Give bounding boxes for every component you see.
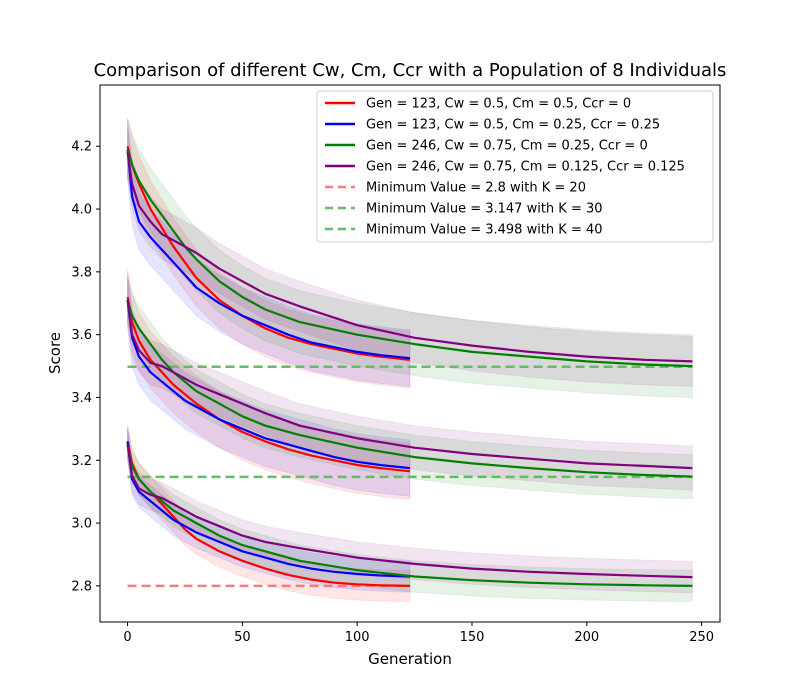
- series-line-gen-246-cw-0-75-cm-0-125-ccr-0-125-3: [126, 444, 693, 579]
- legend-label-2: Gen = 123, Cw = 0.5, Cm = 0.25, Ccr = 0.…: [366, 118, 660, 133]
- y-tick-label-3.2: 3.2: [71, 454, 92, 469]
- series-line-gen-246-cw-0-75-cm-0-125-ccr-0-125-1: [126, 152, 693, 363]
- plot-frame: [99, 84, 721, 623]
- y-tick-label-3.8: 3.8: [71, 265, 92, 280]
- confidence-band-gen-123-cw-0-5-cm-0-5-ccr-0-2: [127, 268, 411, 501]
- x-tick-label-100: 100: [345, 630, 370, 645]
- series-line-gen-246-cw-0-75-cm-0-25-ccr-0-3: [126, 444, 693, 587]
- y-axis-label: Score: [46, 332, 64, 374]
- plot-area: [99, 84, 721, 623]
- x-tick-label-250: 250: [689, 630, 714, 645]
- legend-box: [316, 90, 714, 243]
- y-tick-label-4.2: 4.2: [71, 140, 92, 155]
- y-tick-label-3.6: 3.6: [71, 328, 92, 343]
- legend: Gen = 123, Cw = 0.5, Cm = 0.5, Ccr = 0 Ge…: [316, 90, 714, 243]
- legend-label-4: Gen = 246, Cw = 0.75, Cm = 0.125, Ccr = …: [366, 160, 685, 175]
- x-tick-label-200: 200: [574, 630, 599, 645]
- legend-label-7: Minimum Value = 3.498 with K = 40: [366, 223, 603, 238]
- x-tick-label-0: 0: [123, 630, 131, 645]
- series-line-gen-123-cw-0-5-cm-0-25-ccr-0-25-3: [126, 441, 411, 578]
- series-line-gen-246-cw-0-75-cm-0-25-ccr-0-1: [126, 149, 693, 368]
- series-line-gen-123-cw-0-5-cm-0-5-ccr-0-1: [126, 145, 411, 361]
- legend-label-1: Gen = 123, Cw = 0.5, Cm = 0.5, Ccr = 0: [366, 97, 631, 112]
- x-tick-label-150: 150: [460, 630, 485, 645]
- series-line-gen-123-cw-0-5-cm-0-25-ccr-0-25-1: [126, 149, 411, 360]
- y-tick-label-2.8: 2.8: [71, 579, 92, 594]
- x-tick-label-50: 50: [234, 630, 251, 645]
- confidence-band-gen-123-cw-0-5-cm-0-5-ccr-0-1: [127, 117, 411, 389]
- y-tick-label-3.4: 3.4: [71, 391, 92, 406]
- x-axis-label: Generation: [368, 650, 452, 668]
- series-line-gen-123-cw-0-5-cm-0-25-ccr-0-25-2: [126, 299, 411, 470]
- y-tick-label-4: 4.0: [71, 203, 92, 218]
- series-line-gen-246-cw-0-75-cm-0-125-ccr-0-125-2: [126, 299, 693, 470]
- series-line-gen-246-cw-0-75-cm-0-25-ccr-0-2: [126, 299, 693, 478]
- legend-label-6: Minimum Value = 3.147 with K = 30: [366, 202, 603, 217]
- y-tick-label-3: 3.0: [71, 517, 92, 532]
- confidence-band-gen-123-cw-0-5-cm-0-25-ccr-0-25-2: [127, 271, 411, 497]
- chart-title: Comparison of different Cw, Cm, Ccr with…: [94, 60, 727, 81]
- legend-label-3: Gen = 246, Cw = 0.75, Cm = 0.25, Ccr = 0: [366, 139, 648, 154]
- legend-label-5: Minimum Value = 2.8 with K = 20: [366, 181, 586, 196]
